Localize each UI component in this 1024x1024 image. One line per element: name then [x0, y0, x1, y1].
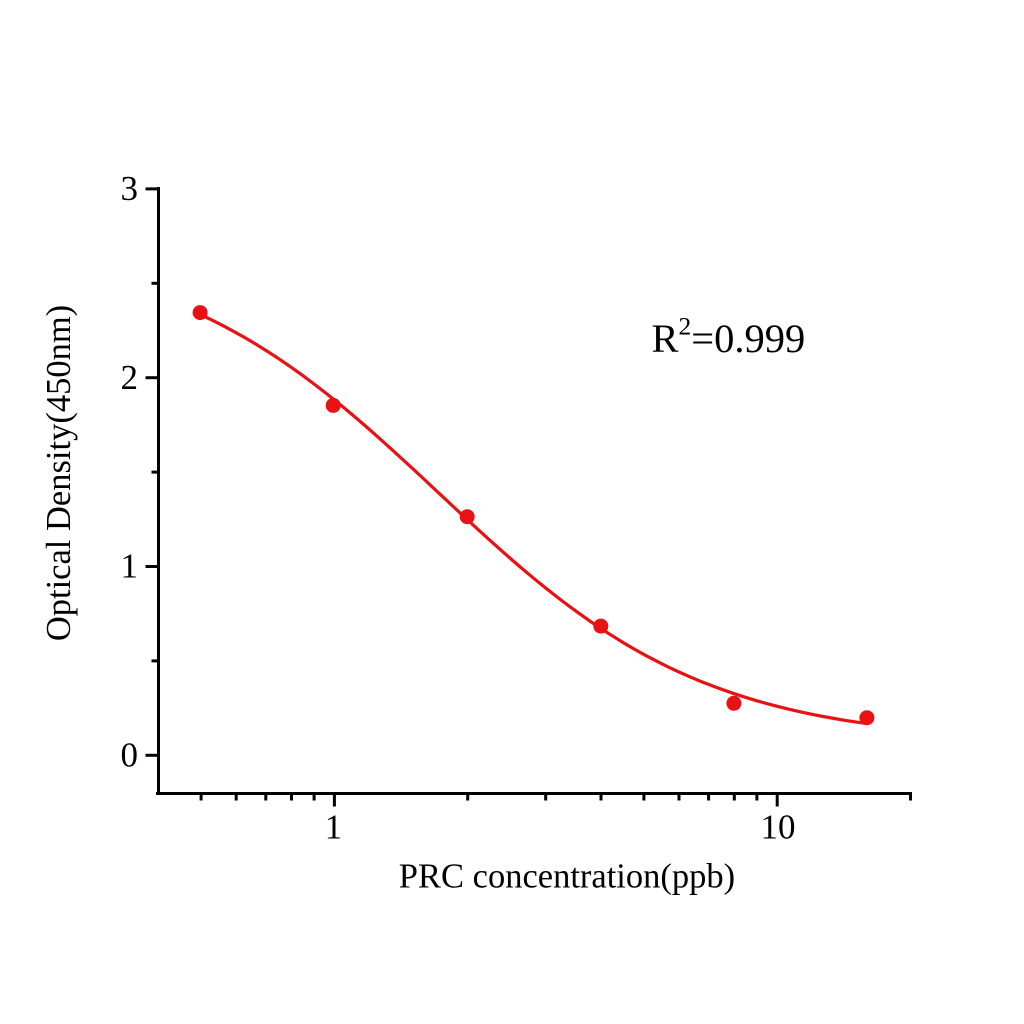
svg-text:2: 2 [121, 358, 139, 397]
svg-text:10: 10 [761, 808, 796, 847]
svg-text:PRC concentration(ppb): PRC concentration(ppb) [399, 857, 735, 895]
svg-text:Optical Density(450nm): Optical Density(450nm) [40, 305, 78, 641]
svg-text:3: 3 [121, 169, 139, 208]
svg-text:0: 0 [121, 736, 139, 775]
svg-text:1: 1 [325, 808, 343, 847]
svg-text:1: 1 [121, 547, 139, 586]
svg-text:R2=0.999: R2=0.999 [652, 312, 806, 362]
